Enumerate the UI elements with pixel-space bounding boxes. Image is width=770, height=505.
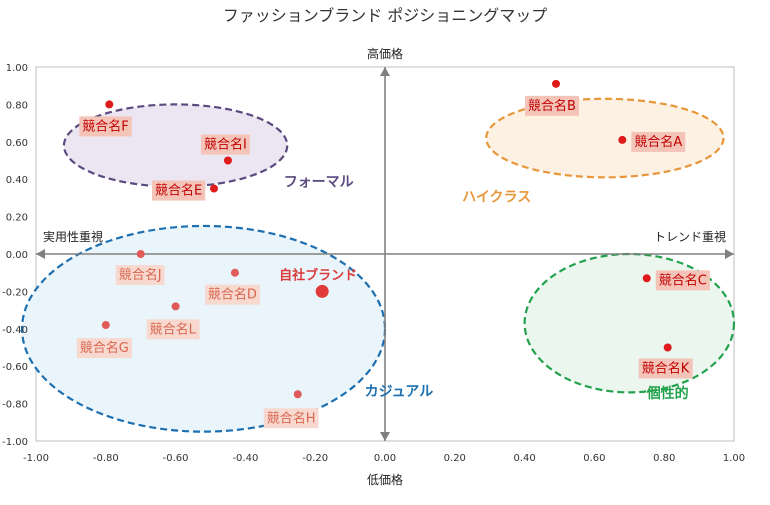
x-tick-label: -0.80	[93, 453, 119, 464]
data-point-9	[136, 250, 145, 258]
y-tick-label: -0.80	[2, 400, 28, 411]
y-tick-label: -0.60	[2, 362, 28, 373]
data-point-5	[105, 100, 114, 109]
y-axis-arrow-bottom	[380, 432, 390, 441]
point-label-9: 競合名J	[119, 267, 162, 283]
axis-label-right: トレンド重視	[654, 229, 726, 244]
axis-label-top: 高価格	[367, 46, 403, 61]
data-point-2	[642, 274, 651, 283]
y-axis-arrow-top	[380, 67, 390, 76]
point-label-bg-11	[146, 319, 200, 340]
group-label-0: フォーマル	[284, 175, 354, 191]
data-point-1	[552, 79, 561, 88]
x-tick-label: 0.60	[583, 453, 605, 464]
y-tick-label: -1.00	[2, 437, 28, 448]
x-tick-label: 0.00	[374, 453, 396, 464]
data-point-12	[315, 284, 329, 298]
point-label-bg-0	[631, 131, 686, 152]
point-label-4: 競合名E	[155, 183, 202, 199]
y-tick-label: -0.20	[2, 287, 28, 298]
group-ellipse-2	[20, 224, 387, 433]
group-label-3: 個性的	[646, 385, 689, 402]
point-label-bg-3	[204, 284, 260, 305]
y-tick-label: 0.80	[6, 100, 28, 111]
x-tick-label: -0.20	[302, 453, 328, 464]
y-tick-label: 0.60	[6, 138, 28, 149]
point-label-0: 競合名A	[634, 134, 682, 150]
group-label-1: ハイクラス	[462, 190, 531, 206]
point-label-10: 競合名K	[642, 361, 690, 377]
point-label-6: 競合名G	[80, 340, 129, 356]
data-point-6	[101, 321, 110, 330]
point-label-3: 競合名D	[208, 287, 257, 303]
point-label-8: 競合名I	[204, 137, 247, 153]
x-tick-label: 0.80	[653, 453, 675, 464]
point-label-bg-8	[200, 134, 250, 155]
x-tick-label: -1.00	[23, 453, 49, 464]
point-label-bg-1	[525, 95, 579, 116]
x-tick-label: 0.20	[444, 453, 466, 464]
data-point-4	[209, 184, 218, 193]
x-axis-arrow-left	[36, 249, 45, 259]
point-label-bg-2	[655, 270, 710, 291]
x-axis-arrow-right	[725, 249, 734, 259]
x-tick-label: 1.00	[723, 453, 745, 464]
point-label-11: 競合名L	[150, 321, 197, 337]
point-label-bg-10	[638, 358, 693, 379]
point-label-7: 競合名H	[267, 410, 316, 426]
point-label-2: 競合名C	[659, 272, 707, 288]
point-label-5: 競合名F	[82, 118, 128, 134]
axis-label-left: 実用性重視	[43, 229, 103, 244]
data-point-11	[171, 302, 180, 311]
y-tick-label: -0.40	[2, 325, 28, 336]
y-tick-label: 0.20	[6, 213, 28, 224]
point-label-bg-9	[115, 265, 165, 285]
y-tick-label: 0.00	[6, 250, 28, 261]
x-tick-label: 0.40	[513, 453, 535, 464]
data-point-8	[223, 156, 232, 165]
x-tick-label: -0.60	[163, 453, 189, 464]
point-label-bg-5	[79, 116, 132, 137]
group-ellipse-1	[485, 97, 725, 179]
point-label-bg-6	[76, 338, 132, 359]
data-point-10	[663, 343, 672, 352]
point-label-bg-4	[151, 180, 206, 201]
point-label-12: 自社ブランド	[279, 267, 357, 283]
point-label-1: 競合名B	[528, 98, 576, 114]
axis-label-bottom: 低価格	[367, 472, 403, 487]
chart-title: ファッションブランド ポジショニングマップ	[223, 6, 548, 25]
x-tick-label: -0.40	[232, 453, 258, 464]
data-point-3	[230, 268, 239, 277]
data-point-0	[618, 135, 627, 144]
data-point-7	[293, 390, 302, 399]
y-tick-label: 0.40	[6, 175, 28, 186]
y-tick-label: 1.00	[6, 63, 28, 74]
group-label-2: カジュアル	[365, 384, 434, 400]
point-label-bg-7	[263, 408, 319, 429]
